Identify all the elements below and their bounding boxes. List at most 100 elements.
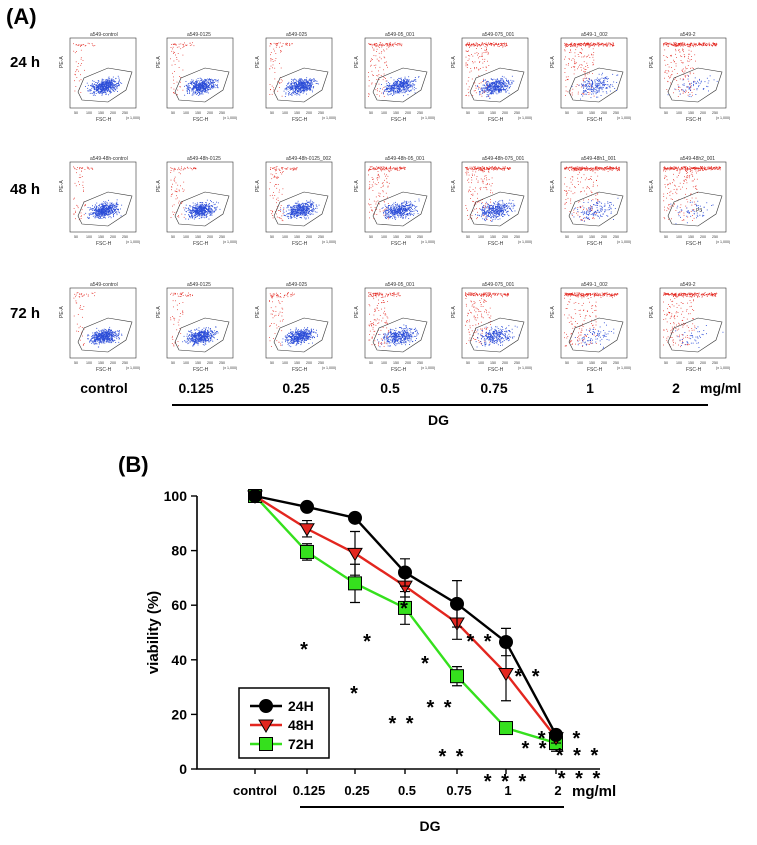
conc-label-1: 1 xyxy=(586,380,594,396)
data-point xyxy=(349,511,362,524)
x-tick-label: 150 xyxy=(490,235,496,239)
significance-marker: * xyxy=(421,653,431,675)
gate-polygon xyxy=(668,192,722,226)
x-tick-label: 100 xyxy=(577,235,583,239)
plot-title: a549-025 xyxy=(286,32,307,38)
significance-marker: * * xyxy=(438,746,465,768)
plot-title: a549-control xyxy=(90,32,118,38)
x-tick-label: 100 xyxy=(381,235,387,239)
x-tick-label: 200 xyxy=(110,111,116,115)
significance-marker: * * * xyxy=(558,768,602,790)
x-axis-label: FSC-H xyxy=(686,117,702,123)
plot-title: a549-48h1_001 xyxy=(581,156,616,162)
y-axis-label: PE-A xyxy=(550,180,556,192)
x-tick-label: 100 xyxy=(86,361,92,365)
x-tick-label: 50 xyxy=(664,361,668,365)
x-axis-multiplier: (x 1,000) xyxy=(617,116,631,120)
x-axis-multiplier: (x 1,000) xyxy=(518,240,532,244)
x-tick-label: 100 xyxy=(676,235,682,239)
x-tick-label: 50 xyxy=(466,361,470,365)
x-tick-label: 250 xyxy=(514,361,520,365)
plot-title: a549-0125 xyxy=(187,32,211,38)
x-tick-label: 150 xyxy=(490,111,496,115)
x-axis-label: FSC-H xyxy=(96,241,112,247)
y-axis-label: PE-A xyxy=(649,56,655,68)
x-tick-label: 50 xyxy=(369,111,373,115)
gate-polygon xyxy=(668,318,722,352)
y-axis-label: PE-A xyxy=(59,306,65,318)
x-tick-label: 150 xyxy=(294,361,300,365)
x-tick-label: 200 xyxy=(405,235,411,239)
x-axis-label: FSC-H xyxy=(193,117,209,123)
x-tick-label: 50 xyxy=(664,111,668,115)
x-tick-label: 150 xyxy=(589,111,595,115)
x-tick-label: 200 xyxy=(306,111,312,115)
x-tick-label: 250 xyxy=(613,361,619,365)
x-tick-label: 250 xyxy=(219,235,225,239)
x-axis-label: FSC-H xyxy=(292,117,308,123)
x-tick-label: 200 xyxy=(601,235,607,239)
significance-marker: * * * xyxy=(484,771,528,793)
x-axis-label: FSC-H xyxy=(587,117,603,123)
y-axis-label: PE-A xyxy=(649,180,655,192)
x-tick-label: 50 xyxy=(466,111,470,115)
plot-title: a549-1_002 xyxy=(581,282,608,288)
gate-label: P3 xyxy=(696,208,702,214)
x-tick-label: 250 xyxy=(219,111,225,115)
x-axis-multiplier: (x 1,000) xyxy=(421,240,435,244)
x-axis-multiplier: (x 1,000) xyxy=(617,366,631,370)
x-tick-label: 100 xyxy=(577,111,583,115)
conc-label-0125: 0.125 xyxy=(178,380,213,396)
plot-frame xyxy=(266,38,332,108)
plot-frame xyxy=(561,162,627,232)
unit-label-a: mg/ml xyxy=(700,380,741,396)
plot-title: a549-1_002 xyxy=(581,32,608,38)
gate-polygon xyxy=(373,318,427,352)
x-axis-label: FSC-H xyxy=(686,367,702,373)
x-tick-label: 50 xyxy=(74,111,78,115)
x-axis-multiplier: (x 1,000) xyxy=(421,366,435,370)
x-tick-label: 250 xyxy=(122,361,128,365)
x-tick-label: 200 xyxy=(601,361,607,365)
plot-frame xyxy=(660,288,726,358)
x-tick-label: 200 xyxy=(207,111,213,115)
x-tick-label: 100 xyxy=(282,361,288,365)
x-tick-label: 50 xyxy=(369,361,373,365)
x-tick-label: 100 xyxy=(676,361,682,365)
y-axis-label: PE-A xyxy=(550,306,556,318)
x-tick-label: 200 xyxy=(110,361,116,365)
x-tick-label: 150 xyxy=(98,235,104,239)
conc-label-025: 0.25 xyxy=(282,380,309,396)
plot-title: a549-48h-0125_002 xyxy=(286,156,331,162)
x-tick-label: 50 xyxy=(565,361,569,365)
x-tick-label: 0.125 xyxy=(293,783,326,798)
x-tick-label: 50 xyxy=(466,235,470,239)
significance-marker: * * xyxy=(466,631,493,653)
x-tick-label: 250 xyxy=(712,111,718,115)
data-point xyxy=(451,670,464,683)
plot-frame xyxy=(660,162,726,232)
x-tick-label: 150 xyxy=(589,361,595,365)
y-axis-label: PE-A xyxy=(59,180,65,192)
x-tick-label: 50 xyxy=(270,235,274,239)
plot-title: a549-48h-0125 xyxy=(187,156,221,162)
x-tick-label: 250 xyxy=(417,111,423,115)
x-tick-label: 150 xyxy=(294,235,300,239)
x-tick-label: 50 xyxy=(270,111,274,115)
x-tick-label: 100 xyxy=(282,111,288,115)
y-tick-label: 0 xyxy=(179,761,187,777)
plot-frame xyxy=(660,38,726,108)
x-axis-label: FSC-H xyxy=(488,117,504,123)
significance-marker: * xyxy=(363,631,373,653)
significance-marker: * xyxy=(400,598,410,620)
data-point xyxy=(300,524,314,536)
